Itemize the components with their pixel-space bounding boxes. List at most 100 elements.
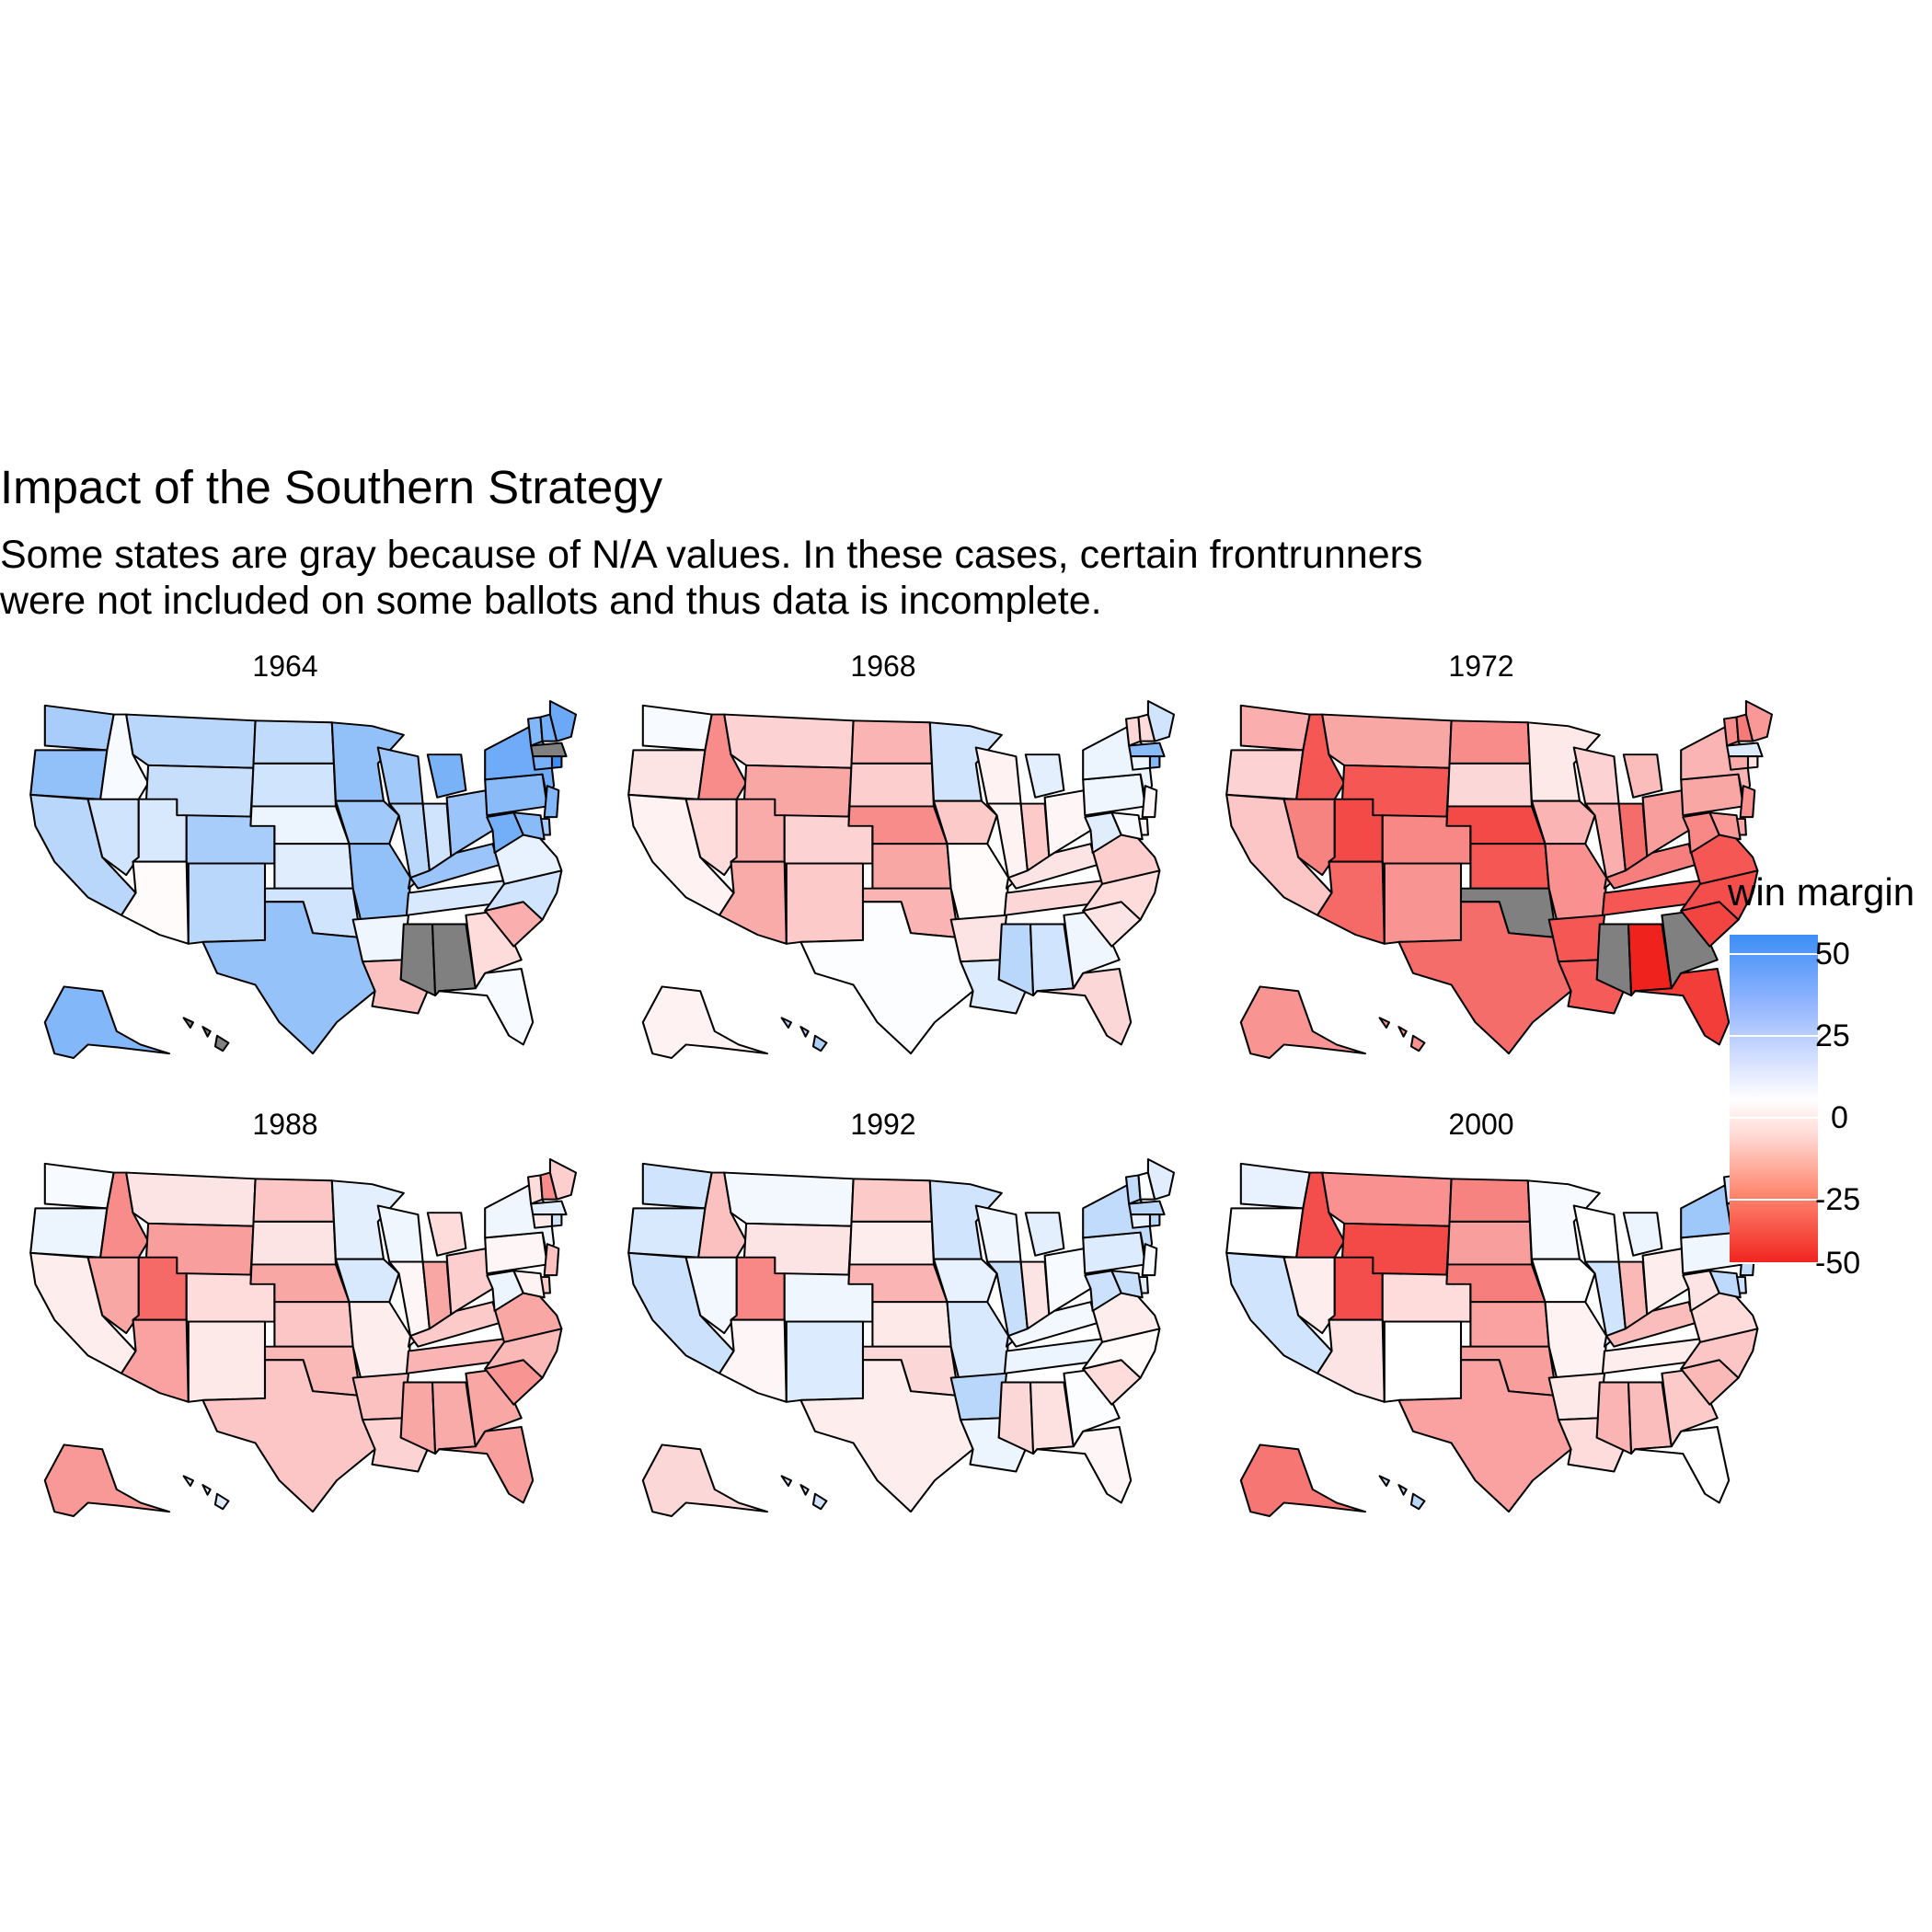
state-ks-1988 [273,1301,354,1348]
state-ct-1968 [1130,755,1152,771]
state-wi-2000 [1572,1204,1620,1263]
state-oh-1972 [1641,789,1690,863]
state-nd-2000 [1448,1178,1531,1223]
state-ks-1972 [1469,843,1550,890]
state-or-1972 [1225,749,1305,800]
subtitle-line-1: Some states are gray because of N/A valu… [0,533,1423,577]
state-mt-1972 [1321,713,1453,769]
state-wv-1992 [1084,1270,1122,1312]
state-hi-1964-0 [182,1017,195,1029]
state-nm-1968 [785,862,865,945]
state-ak-2000 [1239,1443,1367,1517]
legend-colorbar [1730,935,1818,1264]
state-mt-1988 [125,1171,257,1227]
panel-title-1992: 1992 [850,1108,915,1141]
state-tx-1968 [799,901,974,1055]
state-mt-1964 [125,713,257,769]
state-nj-1972 [1739,785,1756,819]
state-nd-1992 [850,1178,933,1223]
state-fl-1972 [1634,968,1731,1046]
state-wi-1988 [376,1204,424,1263]
state-pa-1992 [1082,1231,1146,1275]
state-hi-1988-0 [182,1475,195,1487]
state-oh-1992 [1043,1248,1092,1321]
state-wv-2000 [1682,1270,1720,1312]
state-wa-1968 [641,704,713,752]
state-me-1964 [548,700,578,742]
legend-tick-mark [1730,1117,1818,1119]
state-ar-1992 [949,1372,1008,1421]
legend-title: win margin [1728,870,1915,914]
state-md-1968 [1110,811,1144,841]
state-az-1988 [120,1318,190,1403]
state-ar-1988 [351,1372,410,1421]
state-wa-2000 [1239,1162,1311,1210]
color-legend: win margin 50 25 0 -25 -50 [1728,870,1932,1281]
state-oh-2000 [1641,1248,1690,1321]
state-mi-1988 [426,1212,467,1257]
state-ak-1968 [641,985,769,1059]
state-sd-1968 [848,762,935,808]
state-wi-1972 [1572,746,1620,805]
state-hi-1964-2 [213,1034,230,1052]
state-nm-1988 [187,1320,267,1403]
panel-title-1988: 1988 [252,1108,317,1141]
legend-tick-label: -25 [1815,1182,1861,1217]
state-mi-1964 [426,753,467,799]
state-hi-1972-1 [1397,1026,1408,1038]
state-az-1968 [718,860,788,945]
state-ct-1992 [1130,1213,1152,1229]
state-wv-1972 [1682,811,1720,854]
state-ma-1972 [1726,742,1764,758]
state-oh-1968 [1043,789,1092,863]
state-mo-2000 [1544,1301,1608,1379]
state-md-1992 [1110,1270,1144,1299]
state-ri-1968 [1148,755,1161,769]
state-mt-1968 [723,713,855,769]
state-ar-1968 [949,914,1008,963]
state-hi-1968-1 [799,1026,810,1038]
state-mo-1968 [946,843,1010,921]
state-or-1964 [29,749,109,800]
state-wi-1964 [376,746,424,805]
state-wa-1964 [43,704,115,752]
state-wi-1968 [974,746,1022,805]
state-me-1988 [548,1158,578,1201]
state-ia-2000 [1530,1258,1596,1304]
state-nm-1992 [785,1320,865,1403]
state-nj-1988 [543,1243,560,1277]
state-hi-1964-1 [201,1026,212,1038]
state-wv-1988 [486,1270,524,1312]
map-panel-1992: 1992 [627,1108,1176,1517]
state-nd-1972 [1448,719,1531,765]
state-ct-1964 [532,755,554,771]
state-pa-1968 [1082,773,1146,817]
state-ak-1988 [43,1443,171,1517]
panel-title-1964: 1964 [252,650,317,683]
state-hi-1992-1 [799,1484,810,1496]
state-oh-1964 [445,789,494,863]
state-tx-1992 [799,1359,974,1513]
state-wa-1988 [43,1162,115,1210]
state-nm-1972 [1383,862,1463,945]
map-panel-1972: 1972 [1225,650,1774,1059]
state-md-2000 [1708,1270,1742,1299]
state-fl-2000 [1634,1426,1731,1504]
state-ar-1972 [1547,914,1606,963]
state-fl-1992 [1036,1426,1133,1504]
state-mo-1964 [348,843,412,921]
state-ct-1988 [532,1213,554,1229]
state-az-1992 [718,1318,788,1403]
state-hi-1972-0 [1378,1017,1391,1029]
state-or-2000 [1225,1207,1305,1259]
state-fl-1964 [438,968,535,1046]
state-ks-2000 [1469,1301,1550,1348]
state-nm-1964 [187,862,267,945]
state-oh-1988 [445,1248,494,1321]
subtitle-line-2: were not included on some ballots and th… [0,579,1102,623]
state-hi-1988-2 [213,1492,230,1511]
state-md-1964 [512,811,546,841]
state-hi-2000-1 [1397,1484,1408,1496]
state-pa-1972 [1680,773,1744,817]
state-sd-1992 [848,1220,935,1266]
